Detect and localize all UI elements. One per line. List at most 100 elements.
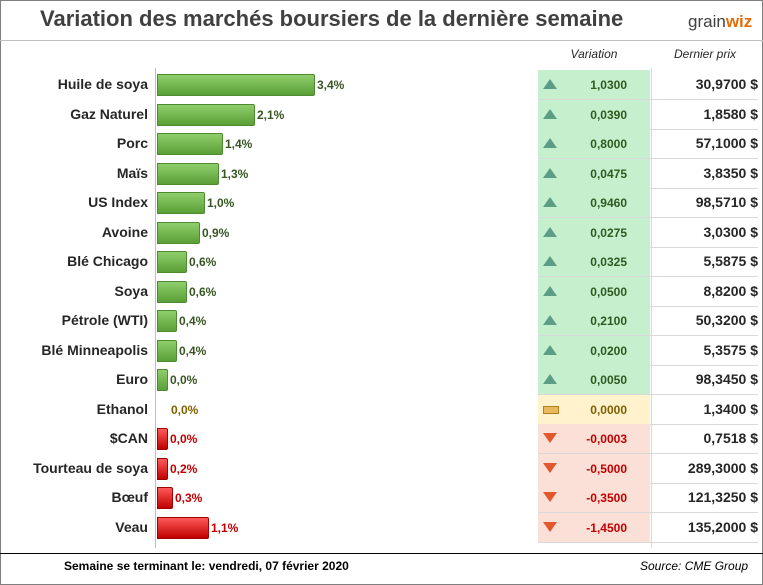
bar [157,251,187,273]
variation-value: 0,0475 [590,166,627,181]
bar [157,74,315,96]
last-price-value: 5,3575 $ [703,341,759,358]
bar-data-label: 0,9% [202,225,230,240]
variation-value: -0,5000 [586,461,627,476]
category-label: $CAN [109,430,148,446]
bar [157,221,200,244]
triangle-up-icon [543,226,557,237]
last-price-value: 3,8350 $ [703,164,759,181]
triangle-up-icon [543,256,557,266]
triangle-down-icon [543,462,557,473]
last-price-value: 121,3250 $ [687,489,758,505]
bar [157,516,209,539]
bar-axis [155,68,156,548]
last-price-value: 30,9700 $ [695,76,758,92]
category-label: Veau [115,518,148,535]
bar-data-label: 1,4% [225,137,253,151]
bar [157,133,223,155]
variation-value: 0,0390 [590,107,627,122]
bar-data-label: 0,0% [170,373,198,387]
grainwiz-logo: grainwiz [688,12,752,32]
bar [157,428,168,450]
category-label: Tourteau de soya [33,459,148,476]
category-label: Gaz Naturel [70,105,148,122]
variation-value: 1,0300 [590,78,627,92]
bar [157,162,219,185]
bar-data-label: 0,0% [170,432,198,446]
triangle-up-icon [543,167,557,178]
bar-data-label: 1,0% [207,196,235,210]
last-price-value: 135,2000 $ [687,518,758,535]
triangle-up-icon [543,344,557,355]
bar-data-label: 1,3% [221,166,249,181]
footer-source: Source: CME Group [640,559,749,573]
bar-data-label: 0,6% [189,284,217,299]
bar [157,487,173,509]
category-label: Blé Chicago [67,253,148,269]
bar [157,280,187,303]
category-label: Avoine [101,223,148,240]
last-price-value: 98,3450 $ [695,371,758,387]
bar-data-label: 0,4% [179,343,207,358]
last-price-value: 8,8200 $ [703,282,759,299]
logo-part-1: grain [688,12,726,31]
last-price-value: 1,8580 $ [703,105,759,122]
triangle-down-icon [543,521,557,532]
bar-data-label: 1,1% [211,520,239,535]
category-label: Maïs [116,164,148,181]
last-price-value: 5,5875 $ [703,253,759,269]
category-label: Huile de soya [57,76,148,92]
last-price-value: 57,1000 $ [695,135,758,151]
variation-value: 0,0000 [590,402,627,417]
triangle-up-icon [543,374,557,384]
bar-data-label: 0,6% [189,255,217,269]
category-label: US Index [88,194,148,210]
triangle-up-icon [543,197,557,207]
bar [157,457,168,480]
logo-part-2: wiz [725,12,753,31]
triangle-up-icon [543,285,557,296]
triangle-up-icon [543,315,557,325]
bar-data-label: 2,1% [257,107,285,122]
bar-data-label: 0,0% [171,402,199,417]
bar [157,103,255,126]
variation-value: -1,4500 [586,520,627,535]
flat-dash-icon [543,405,559,414]
bar [157,339,177,362]
last-price-value: 50,3200 $ [695,312,758,328]
category-label: Bœuf [111,489,148,505]
bar [157,310,177,332]
last-price-value: 289,3000 $ [687,459,758,476]
variation-value: -0,0003 [586,432,627,446]
bar-data-label: 3,4% [317,78,345,92]
variation-value: 0,8000 [590,137,627,151]
category-label: Blé Minneapolis [41,341,148,358]
category-label: Pétrole (WTI) [61,312,148,328]
category-label: Euro [116,371,148,387]
row-divider [538,541,758,543]
category-label: Soya [114,282,148,299]
category-label: Ethanol [96,400,148,417]
triangle-up-icon [543,138,557,148]
last-price-value: 98,5710 $ [695,194,758,210]
variation-value: 0,0050 [590,373,627,387]
footer-divider [0,553,763,554]
last-price-value: 3,0300 $ [703,223,759,240]
bar-data-label: 0,3% [175,491,203,505]
last-price-value: 1,3400 $ [703,400,759,417]
triangle-up-icon [543,108,557,119]
chart-title: Variation des marchés boursiers de la de… [40,6,624,31]
last-price-value: 0,7518 $ [703,430,759,446]
category-label: Porc [116,135,148,151]
bar [157,192,205,214]
triangle-up-icon [543,79,557,89]
variation-value: 0,0200 [590,343,627,358]
column-header-last-price: Dernier prix [673,47,736,61]
variation-value: 0,0500 [590,284,627,299]
variation-value: 0,2100 [590,314,627,328]
bar-data-label: 0,4% [179,314,207,328]
variation-value: 0,0275 [590,225,627,240]
variation-value: -0,3500 [586,491,627,505]
header-divider [0,40,763,41]
bar [157,369,168,391]
